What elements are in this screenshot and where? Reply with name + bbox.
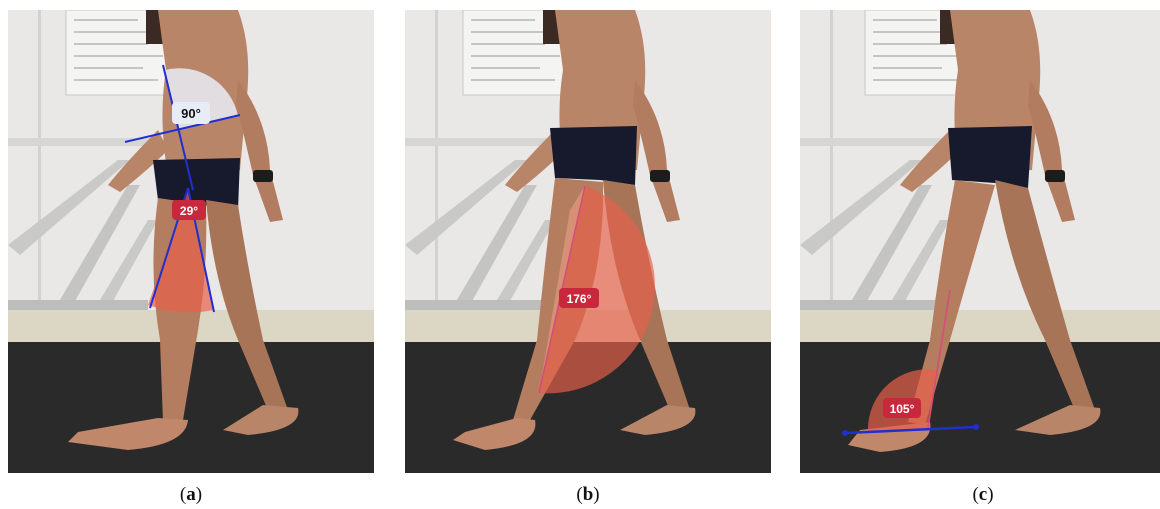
- angle-label-105: 105°: [883, 398, 921, 418]
- angle-label-90: 90°: [172, 102, 210, 124]
- caption-a: (a): [179, 484, 203, 505]
- caption-b: (b): [576, 484, 600, 505]
- photo-panel-c: 105°: [800, 10, 1160, 473]
- svg-text:90°: 90°: [181, 106, 201, 121]
- angle-label-176: 176°: [559, 288, 599, 308]
- photo-panel-a: 90° 29°: [8, 10, 374, 473]
- svg-text:105°: 105°: [890, 402, 915, 416]
- walking-figure: [848, 10, 1101, 452]
- wall-poster: [65, 10, 177, 96]
- svg-text:176°: 176°: [567, 292, 592, 306]
- angle-label-29: 29°: [172, 200, 206, 220]
- caption-c: (c): [972, 484, 994, 505]
- wall-poster: [462, 10, 574, 96]
- photo-panel-b: 176°: [405, 10, 771, 473]
- svg-text:29°: 29°: [180, 204, 198, 218]
